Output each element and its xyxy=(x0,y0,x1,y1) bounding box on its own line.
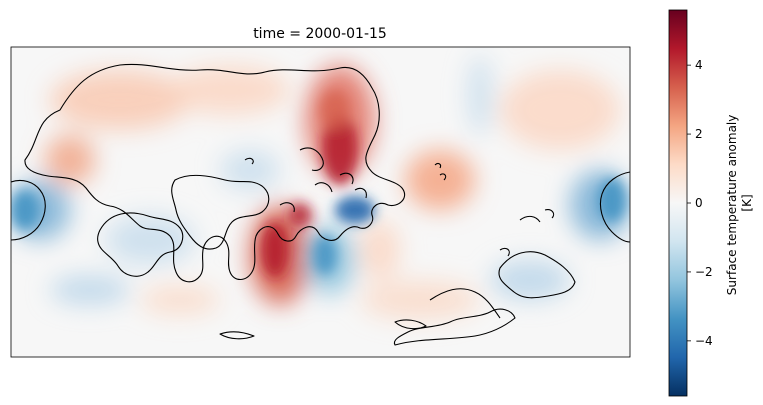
colorbar-tick-label: −4 xyxy=(695,334,713,348)
anomaly-field xyxy=(11,47,630,357)
map-panel xyxy=(10,46,631,358)
coastline-islands-north xyxy=(244,157,447,181)
coastline-east xyxy=(429,288,501,319)
coastline-south-3 xyxy=(394,319,427,330)
colorbar-label-line1: Surface temperature anomaly xyxy=(725,115,739,296)
colorbar-tick-label: 4 xyxy=(695,58,703,72)
colorbar-label: Surface temperature anomaly [K] xyxy=(725,111,754,295)
colorbar-tick-label: 2 xyxy=(695,127,703,141)
coastline-southeast xyxy=(498,251,576,299)
colorbar-tick-label: 0 xyxy=(695,196,703,210)
colorbar-label-line2: [K] xyxy=(740,194,754,211)
coastline-archipelago xyxy=(279,147,367,213)
coastline-east-islands xyxy=(499,209,555,257)
map-frame xyxy=(10,46,631,358)
colorbar-ticks: 4 2 0 −2 −4 xyxy=(687,58,713,348)
coastline-south-2 xyxy=(219,331,255,340)
coastline-north xyxy=(24,63,406,283)
coastline-left-edge xyxy=(11,179,46,241)
map-title: time = 2000-01-15 xyxy=(253,26,387,42)
coastline-central xyxy=(171,174,270,250)
coastline-right-edge xyxy=(599,171,630,243)
coastline-west xyxy=(97,212,184,277)
coastline-south xyxy=(393,308,516,346)
colorbar: 4 2 0 −2 −4 Surface temperature anomaly [K] xyxy=(668,9,754,397)
colorbar-gradient xyxy=(668,9,688,397)
colorbar-tick-label: −2 xyxy=(695,265,713,279)
coastlines xyxy=(11,63,630,346)
